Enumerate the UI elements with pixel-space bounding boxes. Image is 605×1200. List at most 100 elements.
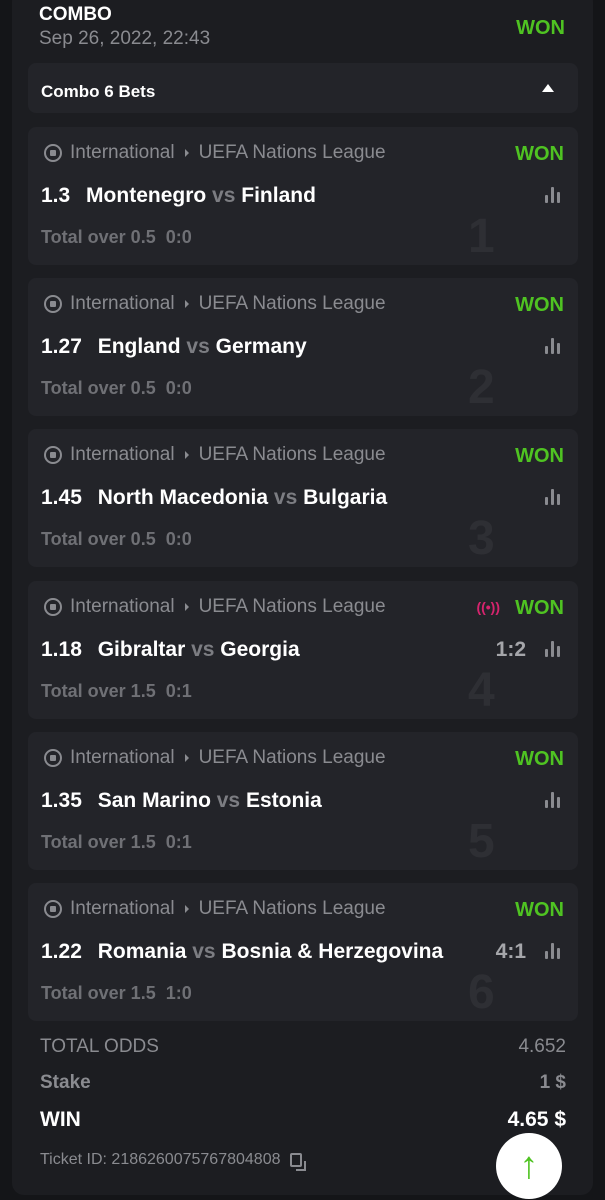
market-score: 0:0 [165, 529, 192, 550]
bet-status: WON [515, 143, 564, 165]
stake-value: 1 $ [539, 1072, 566, 1093]
bet-number: 6 [468, 966, 495, 1019]
match-score: 4:1 [495, 940, 526, 963]
bar-chart-icon[interactable] [545, 640, 560, 657]
bar-chart-icon[interactable] [545, 187, 560, 203]
total-odds-row: TOTAL ODDS 4.652 [40, 1036, 566, 1058]
league-name: UEFA Nations League [198, 293, 386, 315]
market: Total over 1.5 0:1 [41, 832, 192, 853]
odds: 1.18 [41, 637, 82, 661]
vs-label: vs [192, 940, 216, 963]
total-odds-value: 4.652 [518, 1036, 566, 1057]
bet-card[interactable]: 6 International UEFA Nations League WON … [28, 883, 578, 1021]
bet-number: 3 [468, 512, 495, 566]
home-team: Montenegro [86, 184, 207, 207]
match: 1.18 Gibraltar vs Georgia [41, 638, 300, 662]
chevron-right-icon [184, 300, 189, 309]
bet-card[interactable]: 5 International UEFA Nations League WON … [28, 731, 578, 870]
league-breadcrumb: International UEFA Nations League [44, 142, 386, 164]
bet-type: COMBO [39, 4, 112, 25]
league-breadcrumb: International UEFA Nations League [44, 444, 386, 466]
home-team: North Macedonia [97, 486, 269, 510]
odds: 1.22 [41, 940, 82, 963]
live-broadcast-icon: ((•)) [476, 598, 500, 615]
bar-chart-icon[interactable] [545, 489, 560, 506]
bet-status: WON [515, 294, 564, 317]
bet-card[interactable]: 1 International UEFA Nations League WON … [28, 127, 578, 265]
bar-chart-icon[interactable] [545, 338, 560, 355]
status-badge: WON [516, 17, 565, 39]
market: Total over 1.5 0:1 [41, 681, 192, 702]
market-score: 0:1 [165, 831, 192, 852]
league-name: UEFA Nations League [198, 898, 386, 919]
bet-number: 4 [468, 663, 495, 717]
odds: 1.45 [41, 486, 82, 510]
bar-chart-icon[interactable] [545, 791, 560, 808]
bet-card[interactable]: 4 International UEFA Nations League ((•)… [28, 580, 578, 719]
soccer-ball-icon [44, 295, 62, 314]
league-name: UEFA Nations League [198, 444, 386, 466]
market: Total over 0.5 0:0 [41, 378, 192, 399]
home-team: England [97, 335, 181, 359]
vs-label: vs [216, 788, 241, 812]
sport-region: International [70, 444, 175, 466]
market-score: 0:0 [165, 227, 192, 247]
away-team: Bulgaria [303, 486, 388, 510]
odds: 1.35 [41, 788, 82, 812]
vs-label: vs [191, 637, 215, 661]
bet-card[interactable]: 3 International UEFA Nations League WON … [28, 429, 578, 568]
stake-row: Stake 1 $ [40, 1072, 566, 1094]
combo-toggle[interactable]: Combo 6 Bets [28, 63, 578, 113]
arrow-up-icon: ↑ [519, 1144, 539, 1187]
away-team: Estonia [245, 788, 322, 812]
sport-region: International [70, 293, 175, 315]
league-name: UEFA Nations League [198, 142, 386, 163]
league-breadcrumb: International UEFA Nations League [44, 747, 386, 769]
league-breadcrumb: International UEFA Nations League [44, 596, 386, 618]
market: Total over 1.5 1:0 [41, 983, 192, 1004]
bet-status: WON [515, 747, 564, 770]
home-team: Gibraltar [97, 637, 186, 661]
soccer-ball-icon [44, 900, 62, 918]
vs-label: vs [273, 486, 298, 510]
collapse-icon[interactable] [542, 84, 554, 92]
chevron-right-icon [184, 149, 189, 157]
bet-number: 1 [468, 210, 495, 263]
match: 1.3 Montenegro vs Finland [41, 184, 316, 208]
win-row: WIN 4.65 $ [40, 1108, 566, 1132]
market-name: Total over 1.5 [41, 831, 156, 852]
away-team: Georgia [220, 637, 300, 661]
away-team: Bosnia & Herzegovina [221, 940, 444, 963]
league-name: UEFA Nations League [198, 595, 386, 617]
away-team: Finland [241, 184, 316, 207]
chevron-right-icon [184, 602, 189, 611]
bet-number: 2 [468, 361, 495, 415]
match: 1.35 San Marino vs Estonia [41, 789, 322, 813]
market-name: Total over 1.5 [41, 680, 156, 701]
market-name: Total over 1.5 [41, 983, 156, 1003]
bet-number: 5 [468, 814, 495, 868]
bet-status: WON [515, 596, 564, 619]
league-breadcrumb: International UEFA Nations League [44, 898, 386, 920]
market-score: 1:0 [165, 983, 192, 1003]
sport-region: International [70, 142, 175, 163]
odds: 1.3 [41, 184, 71, 207]
bet-date: Sep 26, 2022, 22:43 [39, 28, 211, 49]
ticket-id: Ticket ID: 2186260075767804808 [40, 1151, 307, 1171]
market-name: Total over 0.5 [41, 529, 156, 550]
bet-card[interactable]: 2 International UEFA Nations League WON … [28, 278, 578, 417]
ticket-id-text: Ticket ID: 2186260075767804808 [40, 1151, 281, 1168]
bar-chart-icon[interactable] [545, 943, 560, 959]
copy-icon[interactable] [290, 1153, 307, 1171]
odds: 1.27 [41, 335, 82, 359]
combo-label: Combo 6 Bets [41, 82, 156, 101]
chevron-right-icon [184, 451, 189, 460]
chevron-right-icon [184, 905, 189, 913]
win-value: 4.65 $ [507, 1108, 566, 1131]
market: Total over 0.5 0:0 [41, 227, 192, 248]
match: 1.27 England vs Germany [41, 335, 307, 359]
soccer-ball-icon [44, 446, 62, 465]
bet-status: WON [515, 899, 564, 921]
bet-status: WON [515, 445, 564, 468]
scroll-top-button[interactable]: ↑ [496, 1133, 562, 1199]
